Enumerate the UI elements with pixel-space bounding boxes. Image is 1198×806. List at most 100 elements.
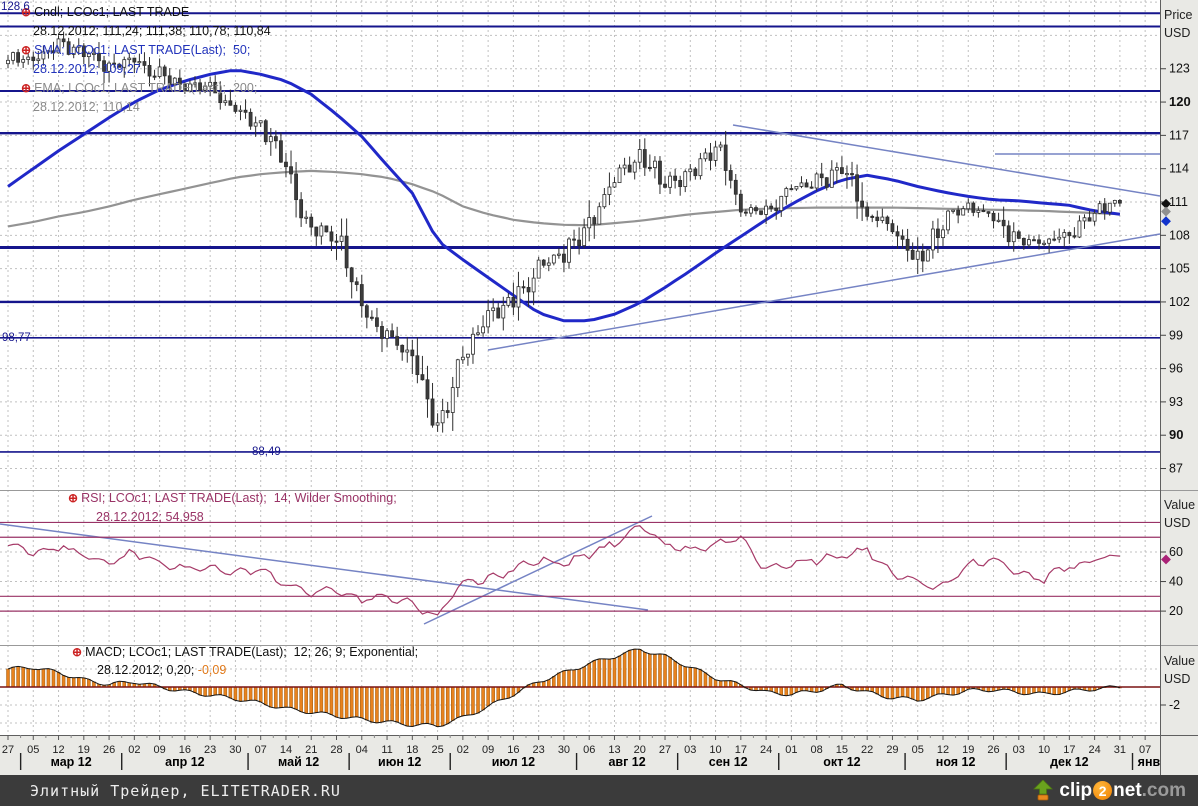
clip2net-logo[interactable]: clip 2 net .com xyxy=(1031,778,1186,803)
price-legend-line1: ⊕ Cndl; LCOc1; LAST TRADE xyxy=(21,5,190,19)
macd-panel xyxy=(0,648,1160,728)
x-axis-day-label: 08 xyxy=(811,744,823,756)
x-axis-day-label: 09 xyxy=(482,744,494,756)
modify-icon[interactable]: ⊕ xyxy=(21,5,32,19)
x-axis-day-label: 22 xyxy=(861,744,873,756)
axis-labels: 123 120 117 114 111 108 105 102 99 96 93 90 87 60 40 20… xyxy=(1160,62,1191,712)
price-axis-label: 96 xyxy=(1169,362,1183,376)
price-legend-line2: 28.12.2012; 111,24; 111,38; 110,78; 110,… xyxy=(33,24,271,38)
x-axis-month-label: авг 12 xyxy=(608,755,645,769)
x-axis-day-label: 19 xyxy=(962,744,974,756)
x-axis-month-label: май 12 xyxy=(278,755,319,769)
x-axis-day-label: 29 xyxy=(886,744,898,756)
price-axis-label: 93 xyxy=(1169,395,1183,409)
x-axis-day-label: 26 xyxy=(103,744,115,756)
support-resistance-lines xyxy=(0,12,1160,453)
x-axis-day-label: 24 xyxy=(760,744,772,756)
chart-plot[interactable]: 123 120 117 114 111 108 105 102 99 96 93 90 87 60 40 20… xyxy=(0,0,1198,775)
x-axis-day-label: 07 xyxy=(255,744,267,756)
x-axis-day-label: 10 xyxy=(1038,744,1050,756)
x-axis-day-label: 01 xyxy=(785,744,797,756)
logo-clip-text: clip xyxy=(1059,779,1093,801)
price-axis-label: 123 xyxy=(1169,62,1190,76)
x-axis-day-label: 23 xyxy=(533,744,545,756)
x-axis-day-label: 09 xyxy=(153,744,165,756)
x-axis-month-label: мар 12 xyxy=(51,755,92,769)
x-axis-day-label: 03 xyxy=(684,744,696,756)
x-axis-day-label: 25 xyxy=(431,744,443,756)
x-axis-day-label: 14 xyxy=(280,744,292,756)
price-axis-label: 120 xyxy=(1169,94,1191,109)
watermark-text: Элитный Трейдер, ELITETRADER.RU xyxy=(30,781,341,800)
x-axis-day-label: 03 xyxy=(1013,744,1025,756)
modify-icon[interactable]: ⊕ xyxy=(68,491,79,505)
level-label-128-6: 128,6 xyxy=(1,1,30,13)
price-axis-label: 108 xyxy=(1169,228,1190,242)
x-axis-day-label: 10 xyxy=(709,744,721,756)
x-axis-day-label: 23 xyxy=(204,744,216,756)
moving-averages xyxy=(7,69,1121,323)
x-axis-day-label: 24 xyxy=(1088,744,1100,756)
status-bar: Элитный Трейдер, ELITETRADER.RU clip 2 n… xyxy=(0,775,1198,806)
x-axis-month-label: дек 12 xyxy=(1050,755,1089,769)
x-axis-month-label: сен 12 xyxy=(709,755,748,769)
price-axis-label: 99 xyxy=(1169,328,1183,342)
rsi-axis-unit: USD xyxy=(1164,516,1191,530)
rsi-axis-label: 40 xyxy=(1169,575,1183,589)
logo-com-text: .com xyxy=(1141,779,1186,801)
rsi-panel xyxy=(0,521,1160,616)
x-axis-month-label: июл 12 xyxy=(492,755,535,769)
x-axis-day-label: 16 xyxy=(179,744,191,756)
x-axis-month-label: ноя 12 xyxy=(936,755,976,769)
last-value-marker xyxy=(1161,554,1171,565)
x-axis-day-label: 11 xyxy=(381,744,392,756)
clip2net-arrow-icon xyxy=(1033,780,1054,801)
axis-value-markers xyxy=(1161,198,1171,565)
level-label-98-77: 98,77 xyxy=(2,332,31,344)
modify-icon[interactable]: ⊕ xyxy=(21,43,32,57)
macd-legend-line2: 28.12.2012; 0,20; -0,09 xyxy=(97,663,227,677)
x-axis: 27 05 12 19 26 02 09 16 23 30 07 14 21 28 04 11 18 25 02 09… xyxy=(2,735,1161,770)
price-axis-label: 87 xyxy=(1169,462,1183,476)
panel-frame xyxy=(0,0,1198,775)
x-axis-day-label: 07 xyxy=(1139,744,1151,756)
x-axis-day-label: 30 xyxy=(229,744,241,756)
x-axis-month-label: июн 12 xyxy=(378,755,421,769)
last-value-marker xyxy=(1161,216,1171,227)
rsi-axis-label: 60 xyxy=(1169,545,1183,559)
x-axis-day-label: 02 xyxy=(457,744,469,756)
x-axis-month-label: окт 12 xyxy=(823,755,860,769)
x-axis-day-label: 30 xyxy=(558,744,570,756)
rsi-legend-line2: 28.12.2012; 54,958 xyxy=(96,510,204,524)
price-axis-label: 114 xyxy=(1169,162,1189,176)
price-axis-unit: USD xyxy=(1164,26,1191,40)
x-axis-day-label: 05 xyxy=(27,744,39,756)
macd-axis-unit: USD xyxy=(1164,672,1191,686)
x-axis-day-label: 26 xyxy=(987,744,999,756)
modify-icon[interactable]: ⊕ xyxy=(72,645,83,659)
x-axis-day-label: 27 xyxy=(659,744,671,756)
x-axis-day-label: 28 xyxy=(330,744,342,756)
level-label-88-49: 88,49 xyxy=(252,446,281,458)
macd-legend-line1: ⊕ MACD; LCOc1; LAST TRADE(Last); 12; 26; … xyxy=(72,645,419,659)
x-axis-day-label: 05 xyxy=(912,744,924,756)
x-axis-day-label: 21 xyxy=(305,744,317,756)
x-axis-day-label: 06 xyxy=(583,744,595,756)
x-axis-day-label: 19 xyxy=(78,744,90,756)
price-axis-label: 111 xyxy=(1169,195,1188,209)
ema-legend-line2: 28.12.2012; 110,14 xyxy=(33,100,140,114)
price-axis-header: Price xyxy=(1164,8,1193,22)
x-axis-day-label: 02 xyxy=(128,744,140,756)
price-axis-label: 117 xyxy=(1169,128,1189,142)
x-axis-day-label: 13 xyxy=(608,744,620,756)
price-axis-label: 105 xyxy=(1169,262,1190,276)
x-axis-day-label: 20 xyxy=(634,744,646,756)
price-axis-label: 102 xyxy=(1169,295,1190,309)
modify-icon[interactable]: ⊕ xyxy=(21,81,32,95)
x-axis-day-label: 04 xyxy=(356,744,368,756)
ema-legend-line1: ⊕ EMA; LCOc1; LAST TRADE(Last); 200; xyxy=(21,81,258,95)
candlesticks xyxy=(6,31,1122,433)
x-axis-day-label: 16 xyxy=(507,744,519,756)
macd-axis-label: -2 xyxy=(1169,698,1180,712)
